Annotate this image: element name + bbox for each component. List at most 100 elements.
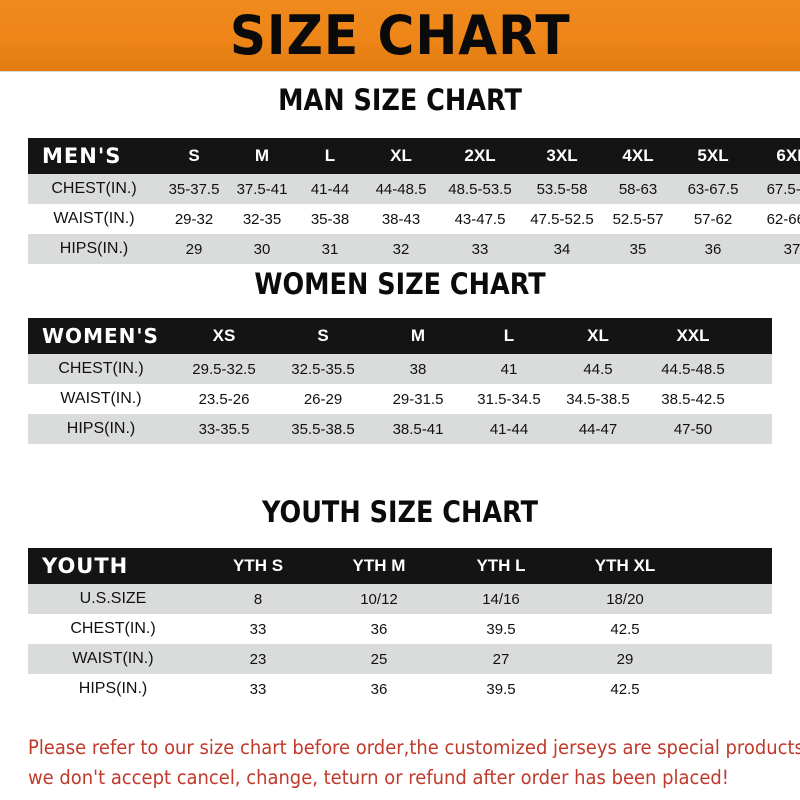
men-cell: 48.5-53.5	[448, 180, 512, 198]
women-cell: 47-50	[673, 420, 713, 438]
youth-col-header-empty	[688, 548, 772, 584]
youth-col-header: YTH S	[232, 556, 284, 575]
women-cell: 29-31.5	[392, 390, 444, 408]
men-size-table: MEN'S S M L XL 2XL 3XL 4XL 5XL 6XL CHEST…	[28, 138, 800, 264]
men-row-label: HIPS(IN.)	[59, 240, 129, 257]
youth-cell: 18/20	[606, 590, 644, 608]
table-row: HIPS(IN.) 33-35.5 35.5-38.5 38.5-41 41-4…	[28, 414, 772, 444]
men-cell: 35	[629, 240, 647, 258]
men-cell: 34	[553, 240, 571, 258]
women-col-header: XS	[212, 326, 236, 345]
youth-row-label: HIPS(IN.)	[78, 680, 148, 697]
men-cell: 41-44	[310, 180, 350, 198]
women-cell: 29.5-32.5	[192, 360, 256, 378]
youth-row-label: WAIST(IN.)	[72, 650, 154, 667]
youth-cell-empty	[688, 674, 772, 704]
women-cell: 26-29	[303, 390, 343, 408]
youth-cell: 36	[370, 620, 388, 638]
men-col-header: 5XL	[697, 146, 729, 165]
men-cell: 32-35	[242, 210, 282, 228]
youth-size-table: YOUTH YTH S YTH M YTH L YTH XL U.S.SIZE …	[28, 548, 772, 704]
men-cell: 36	[704, 240, 722, 258]
youth-cell: 33	[249, 620, 267, 638]
men-cell: 43-47.5	[454, 210, 506, 228]
men-cell: 30	[253, 240, 271, 258]
women-col-header: L	[503, 326, 515, 345]
women-col-header: M	[410, 326, 426, 345]
men-cell: 62-66.5	[766, 210, 800, 228]
disclaimer-line-1: Please refer to our size chart before or…	[28, 736, 800, 759]
youth-cell: 39.5	[486, 680, 516, 698]
banner: SIZE CHART	[0, 0, 800, 72]
youth-cell: 42.5	[610, 620, 640, 638]
women-col-header: XXL	[676, 326, 710, 345]
men-cell: 44-48.5	[375, 180, 427, 198]
men-col-header: S	[188, 146, 200, 165]
youth-row-label: CHEST(IN.)	[70, 620, 156, 637]
youth-cell: 10/12	[360, 590, 398, 608]
youth-cell: 33	[249, 680, 267, 698]
women-cell: 38.5-42.5	[661, 390, 725, 408]
youth-row-label: U.S.SIZE	[79, 590, 147, 607]
youth-cell-empty	[688, 644, 772, 674]
men-cell: 32	[392, 240, 410, 258]
women-row-label: CHEST(IN.)	[58, 360, 144, 377]
men-cell: 37	[783, 240, 800, 258]
men-cell: 63-67.5	[687, 180, 739, 198]
women-cell: 44.5-48.5	[661, 360, 725, 378]
men-cell: 29-32	[174, 210, 214, 228]
women-cell: 44-47	[578, 420, 618, 438]
table-row: CHEST(IN.) 33 36 39.5 42.5	[28, 614, 772, 644]
women-cell: 34.5-38.5	[566, 390, 630, 408]
youth-cell: 29	[616, 650, 634, 668]
youth-cell: 27	[492, 650, 510, 668]
men-cell: 57-62	[693, 210, 733, 228]
men-col-header: M	[254, 146, 270, 165]
table-row: U.S.SIZE 8 10/12 14/16 18/20	[28, 584, 772, 614]
table-row: WAIST(IN.) 23 25 27 29	[28, 644, 772, 674]
men-col-header: 2XL	[464, 146, 496, 165]
women-cell: 33-35.5	[198, 420, 250, 438]
men-cell: 35-37.5	[168, 180, 220, 198]
men-cell: 37.5-41	[236, 180, 288, 198]
men-col-header: 3XL	[546, 146, 578, 165]
youth-cell: 42.5	[610, 680, 640, 698]
men-cell: 29	[185, 240, 203, 258]
men-header-row: MEN'S S M L XL 2XL 3XL 4XL 5XL 6XL	[28, 138, 800, 174]
men-cell: 52.5-57	[612, 210, 664, 228]
men-row-label: WAIST(IN.)	[53, 210, 135, 227]
youth-col-header: YTH M	[352, 556, 406, 575]
men-cell: 47.5-52.5	[530, 210, 594, 228]
youth-corner-label: YOUTH	[42, 554, 129, 578]
women-cell: 32.5-35.5	[291, 360, 355, 378]
youth-section-title: YOUTH SIZE CHART	[261, 495, 539, 529]
table-row: WAIST(IN.) 29-32 32-35 35-38 38-43 43-47…	[28, 204, 800, 234]
youth-col-header: YTH L	[476, 556, 526, 575]
youth-header-row: YOUTH YTH S YTH M YTH L YTH XL	[28, 548, 772, 584]
women-header-row: WOMEN'S XS S M L XL XXL	[28, 318, 772, 354]
women-size-table: WOMEN'S XS S M L XL XXL CHEST(IN.) 29.5-…	[28, 318, 772, 444]
men-row-label: CHEST(IN.)	[51, 180, 137, 197]
men-cell: 53.5-58	[536, 180, 588, 198]
men-cell: 33	[471, 240, 489, 258]
women-cell-empty	[744, 414, 772, 444]
youth-cell: 39.5	[486, 620, 516, 638]
men-cell: 58-63	[618, 180, 658, 198]
youth-cell-empty	[688, 584, 772, 614]
youth-col-header: YTH XL	[594, 556, 656, 575]
youth-cell-empty	[688, 614, 772, 644]
table-row: WAIST(IN.) 23.5-26 26-29 29-31.5 31.5-34…	[28, 384, 772, 414]
man-section-title: MAN SIZE CHART	[278, 83, 522, 117]
youth-cell: 8	[253, 590, 263, 608]
women-cell: 23.5-26	[198, 390, 250, 408]
women-cell-empty	[744, 354, 772, 384]
men-col-header: XL	[390, 146, 412, 165]
women-cell: 44.5	[583, 360, 613, 378]
women-col-header: S	[317, 326, 329, 345]
women-cell: 38.5-41	[392, 420, 444, 438]
youth-cell: 23	[249, 650, 267, 668]
youth-cell: 36	[370, 680, 388, 698]
women-cell-empty	[744, 384, 772, 414]
men-cell: 38-43	[381, 210, 421, 228]
men-cell: 67.5-72	[766, 180, 800, 198]
